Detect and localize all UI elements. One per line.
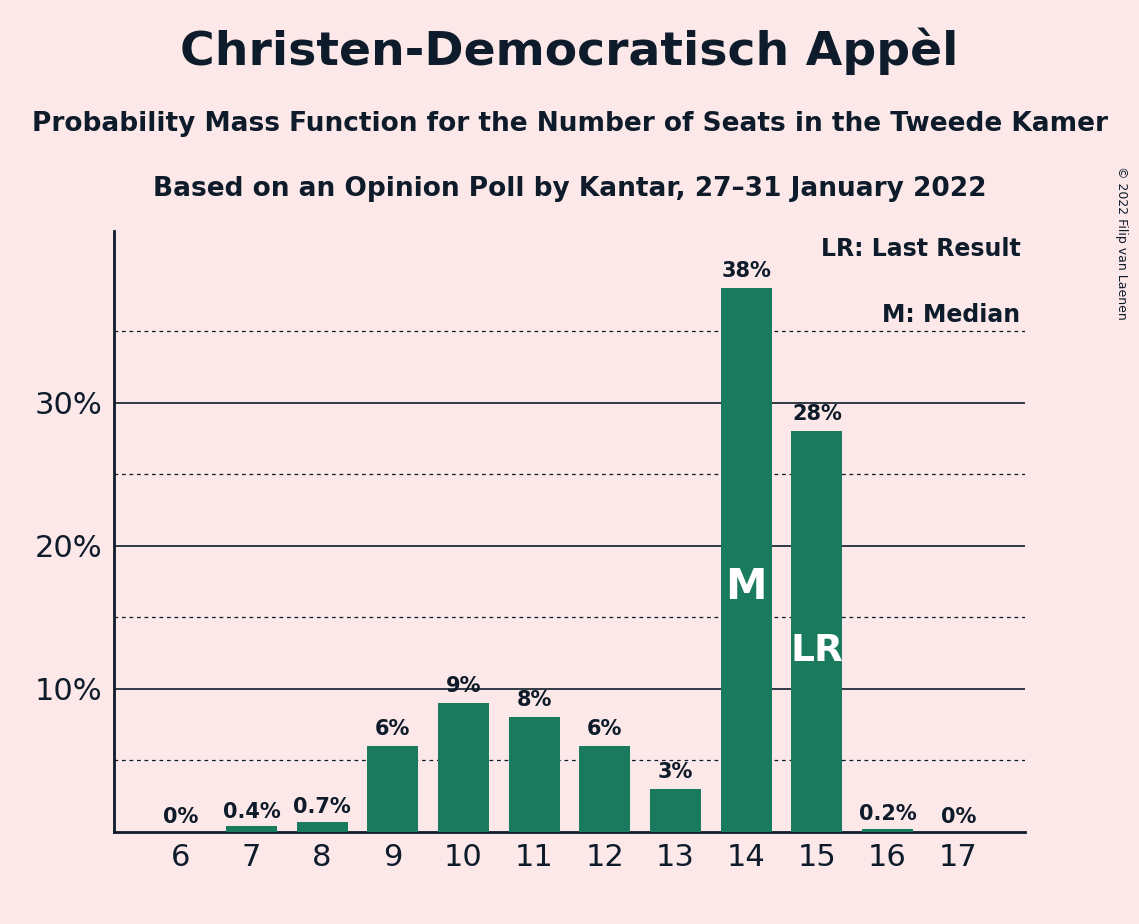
- Text: 9%: 9%: [445, 675, 482, 696]
- Text: 8%: 8%: [516, 690, 552, 710]
- Text: M: M: [726, 566, 767, 608]
- Text: 0.4%: 0.4%: [222, 802, 280, 821]
- Text: 38%: 38%: [721, 261, 771, 281]
- Bar: [509, 717, 559, 832]
- Text: © 2022 Filip van Laenen: © 2022 Filip van Laenen: [1115, 166, 1129, 320]
- Text: 0.7%: 0.7%: [293, 797, 351, 818]
- Bar: [368, 746, 418, 832]
- Bar: [862, 829, 913, 832]
- Text: 28%: 28%: [792, 404, 842, 424]
- Bar: [439, 703, 489, 832]
- Text: M: Median: M: Median: [883, 303, 1021, 327]
- Text: 0.2%: 0.2%: [859, 805, 917, 824]
- Bar: [226, 826, 277, 832]
- Text: Based on an Opinion Poll by Kantar, 27–31 January 2022: Based on an Opinion Poll by Kantar, 27–3…: [153, 176, 986, 201]
- Text: Christen-Democratisch Appèl: Christen-Democratisch Appèl: [180, 28, 959, 75]
- Bar: [650, 789, 700, 832]
- Text: 0%: 0%: [163, 808, 198, 827]
- Text: 0%: 0%: [941, 808, 976, 827]
- Text: 6%: 6%: [587, 719, 623, 738]
- Bar: [721, 288, 771, 832]
- Text: LR: Last Result: LR: Last Result: [821, 237, 1021, 261]
- Bar: [580, 746, 630, 832]
- Text: 3%: 3%: [658, 761, 694, 782]
- Bar: [792, 432, 843, 832]
- Text: LR: LR: [790, 634, 843, 669]
- Text: 6%: 6%: [375, 719, 410, 738]
- Bar: [296, 821, 347, 832]
- Text: Probability Mass Function for the Number of Seats in the Tweede Kamer: Probability Mass Function for the Number…: [32, 111, 1107, 137]
